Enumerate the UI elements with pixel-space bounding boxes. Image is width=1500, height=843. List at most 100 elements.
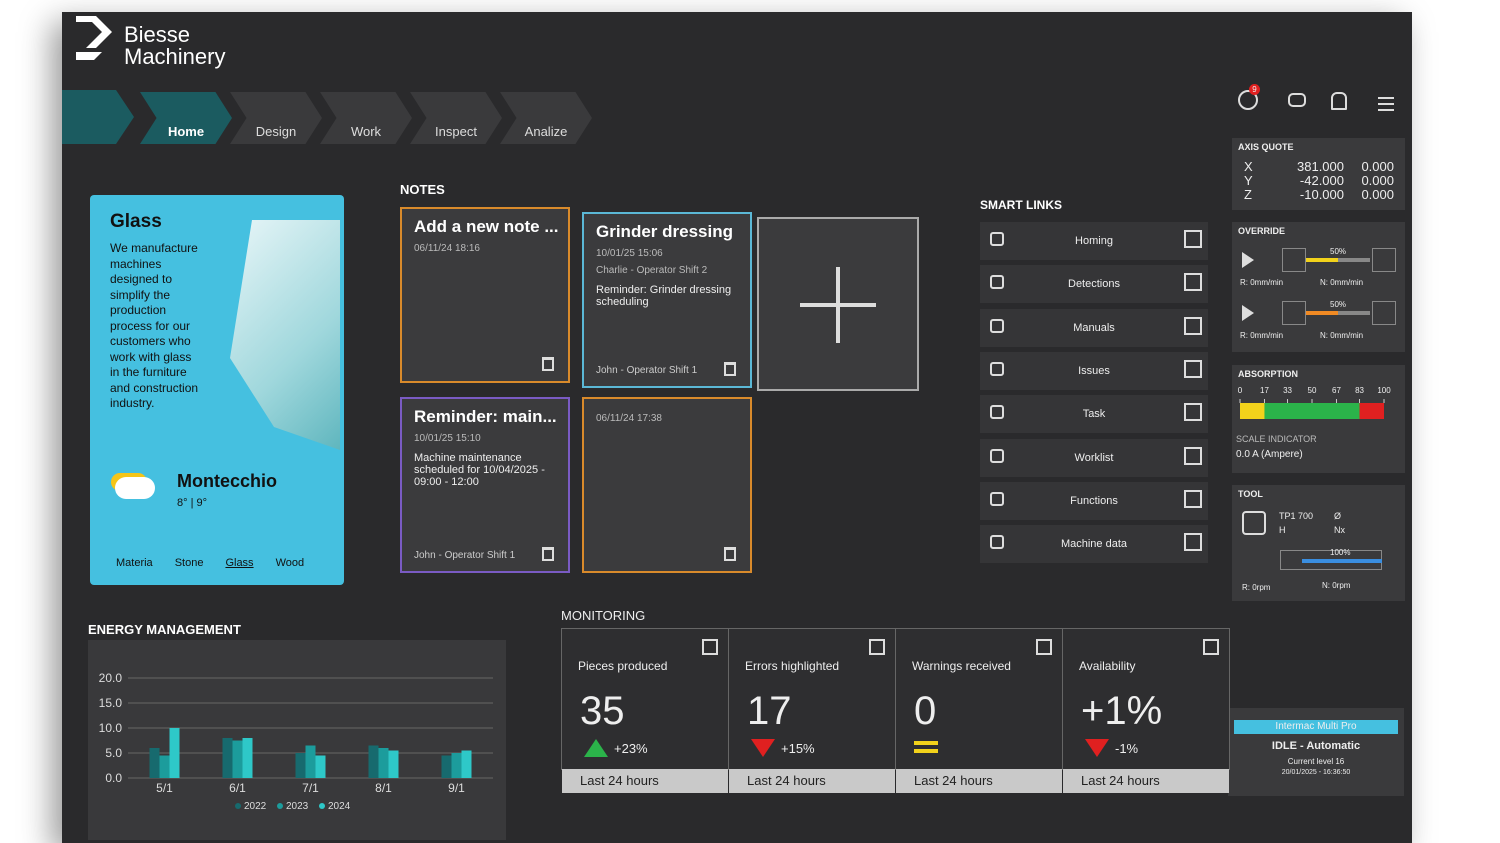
city: Montecchio [177,471,278,491]
legend-label: 2023 [286,801,309,812]
note-author: Charlie - Operator Shift 2 [596,265,708,276]
legend-label: 2024 [328,801,351,812]
material[interactable]: Wood [275,557,305,569]
note[interactable]: Add a new note ... 06/11/24 18:16 [400,207,570,383]
axis-cell: 0.000 [1361,159,1394,174]
slider-value: 50% [1330,300,1347,309]
x-tick-label: 5/1 [156,781,173,795]
monitor-card[interactable]: Availability +1% -1% Last 24 hours [1062,628,1230,793]
card-label: Availability [1079,659,1136,673]
axis-cell: 381.000 [1297,159,1344,174]
x-tick-label: 7/1 [302,781,319,795]
smart-link[interactable]: Functions [980,481,1208,520]
play-icon [1242,252,1254,268]
smart-link[interactable]: Worklist [980,438,1208,477]
slider-fill [1306,311,1338,315]
card-label: Errors highlighted [745,659,840,673]
label: H [1279,525,1286,535]
link-icon [990,318,1004,333]
note[interactable]: 06/11/24 17:38 [582,397,752,573]
external-icon [1184,359,1202,378]
minus-button[interactable] [1282,301,1306,325]
brand-line: Biesse [124,22,191,47]
smart-link[interactable]: Detections [980,265,1208,304]
alerts-icon[interactable] [1238,90,1258,110]
tool-name: TP1 700 [1279,511,1314,521]
bar [169,728,180,778]
bar [441,755,452,778]
note[interactable]: Grinder dressing 10/01/25 15:06 Charlie - … [582,212,752,388]
external-icon [1184,273,1202,292]
level: Current level 16 [1287,757,1345,766]
x-tick-label: 9/1 [448,781,465,795]
material[interactable]: Glass [225,557,254,569]
absorption-panel: ABSORPTION 0 17 33 50 67 83 100 SCALE INDICATO… [1232,365,1405,473]
temperature: 8° | 9° [177,497,208,509]
period-select[interactable]: Last 24 hours [1063,769,1229,793]
label: SCALE INDICATOR [1236,434,1317,444]
x-tick-label: 8/1 [375,781,392,795]
label: R: 0mm/min [1240,331,1284,340]
legend-marker [277,803,283,809]
external-icon [1184,403,1202,422]
bell-icon[interactable] [1331,92,1347,110]
link-label: Detections [1068,278,1120,291]
period-select[interactable]: Last 24 hours [562,769,728,793]
panel-title: TOOL [1238,489,1263,499]
add-note[interactable] [757,217,919,391]
note[interactable]: Reminder: main... 10/01/25 15:10 Machine m… [400,397,570,573]
material: Materia [116,557,153,569]
period-select[interactable]: Last 24 hours [729,769,895,793]
plus-button[interactable] [1372,301,1396,325]
delete-icon[interactable] [724,547,736,561]
slider-value: 100% [1330,548,1351,557]
delete-icon[interactable] [542,547,554,561]
bar [451,753,462,778]
label: Nx [1334,525,1345,535]
smart-link[interactable]: Issues [980,351,1208,390]
gauge-low [1240,403,1265,419]
play-icon [1242,305,1254,321]
link-icon [990,361,1004,376]
menu-icon[interactable] [1378,97,1394,111]
material[interactable]: Stone [174,557,204,569]
nav-item[interactable]: Inspect [410,92,502,144]
smart-link[interactable]: Machine data [980,525,1208,564]
minus-button[interactable] [1282,248,1306,272]
link-label: Homing [1075,235,1113,247]
bar [149,748,160,778]
smart-link[interactable]: Manuals [980,308,1208,347]
y-tick-label: 20.0 [99,671,123,685]
delete-icon[interactable] [724,362,736,376]
delete-icon[interactable] [542,357,554,371]
note-footer: John - Operator Shift 1 [414,550,516,561]
logo-mark [76,16,112,60]
bar [232,740,243,778]
monitor-card[interactable]: Errors highlighted 17 +15% Last 24 hours [728,628,896,793]
external-icon [1184,316,1202,335]
smart-link[interactable]: Homing [980,222,1208,260]
monitor-card[interactable]: Pieces produced 35 +23% Last 24 hours [561,628,729,793]
tool-icon [1242,511,1266,535]
monitor-card[interactable]: Warnings received 0 Last 24 hours [895,628,1063,793]
bar [159,755,170,778]
bar [378,748,389,778]
card-change: +23% [614,741,648,756]
section-title: NOTES [400,182,445,197]
link-label: Worklist [1074,451,1114,464]
period-select[interactable]: Last 24 hours [896,769,1062,793]
card-label: Warnings received [912,659,1011,673]
panel-title: ABSORPTION [1238,369,1299,379]
smart-link[interactable]: Task [980,395,1208,434]
plus-button[interactable] [1372,248,1396,272]
external-icon [1036,639,1052,655]
axis-cell: -42.000 [1299,173,1344,188]
card-change: -1% [1115,741,1139,756]
tick-label: 100 [1377,386,1391,395]
trend-arrow [1085,739,1109,757]
bar [295,753,306,778]
link-icon[interactable] [1288,93,1306,107]
link-icon [990,232,1004,246]
link-label: Manuals [1073,321,1115,334]
link-icon [990,448,1004,463]
